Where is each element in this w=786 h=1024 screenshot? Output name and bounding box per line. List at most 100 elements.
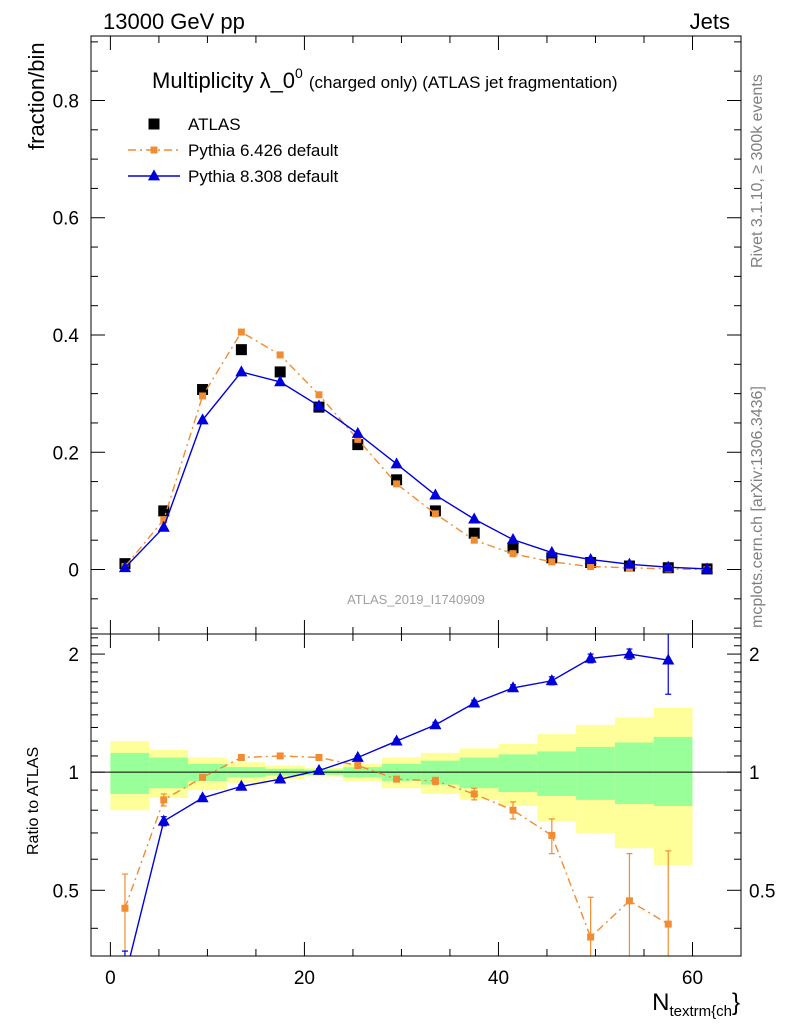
ratio-data-point <box>119 971 131 982</box>
ratio-y-tick-label-right: 1 <box>749 763 760 784</box>
ratio-data-point <box>199 773 207 781</box>
analysis-watermark: ATLAS_2019_I1740909 <box>347 592 485 607</box>
data-point <box>662 560 675 572</box>
ratio-y-tick-label-right: 0.5 <box>749 881 775 902</box>
data-point <box>274 366 286 378</box>
data-point <box>157 520 170 532</box>
ratio-data-point <box>625 897 633 905</box>
data-point <box>274 375 287 387</box>
series-2 <box>118 365 714 574</box>
ratio-data-point <box>354 761 362 769</box>
ratio-data-point <box>468 696 481 708</box>
data-point <box>546 552 558 564</box>
data-point <box>196 413 209 425</box>
main-y-tick-label: 0 <box>68 561 79 582</box>
ratio-data-point <box>235 779 248 791</box>
data-point <box>506 533 520 545</box>
data-point <box>587 563 595 571</box>
ratio-data-point <box>623 647 636 659</box>
data-point <box>507 542 519 554</box>
data-point <box>312 399 326 411</box>
inner-band-bin <box>110 752 150 794</box>
ratio-panel: 0.5 0.51 12 20 20 40 60 Ratio to ATLAS Ntextrm… <box>25 633 775 1020</box>
rivet-version-label: Rivet 3.1.10, ≥ 300k events <box>749 74 766 268</box>
legend-marker <box>150 146 158 154</box>
data-point <box>391 474 403 486</box>
data-point <box>468 527 480 539</box>
ratio-data-point <box>431 777 439 785</box>
main-panel: 0 0.2 0.4 0.6 0.8 fraction/bin Multiplicity … <box>24 35 742 635</box>
ratio-series-1 <box>119 634 675 982</box>
x-tick-label: 20 <box>294 968 315 989</box>
main-y-tick-label: 0.2 <box>53 443 79 464</box>
ratio-data-point <box>393 775 401 783</box>
series-line <box>124 331 708 571</box>
x-tick-label: 60 <box>682 968 703 989</box>
ratio-data-point <box>237 753 245 761</box>
inner-band-bin <box>537 751 577 796</box>
inner-band-bin <box>576 746 615 800</box>
data-point <box>548 558 556 566</box>
legend-label: Pythia 6.426 default <box>188 141 339 160</box>
ratio-data-point <box>196 791 209 803</box>
data-point <box>470 536 478 544</box>
inner-band-bin <box>653 736 693 806</box>
data-point <box>509 550 517 558</box>
data-point <box>235 344 247 356</box>
series-0 <box>119 344 713 575</box>
ratio-y-tick-label-right: 2 <box>749 645 760 666</box>
x-axis-label: Ntextrm{ch} <box>652 989 740 1020</box>
ratio-y-tick-label: 1 <box>68 763 79 784</box>
ratio-data-point <box>157 814 170 826</box>
main-plot-marks <box>118 328 714 575</box>
mcplots-label: mcplots.cern.ch [arXiv:1306.3436] <box>749 386 766 628</box>
data-point <box>315 391 323 399</box>
data-point <box>623 557 636 569</box>
chart-title: Multiplicity λ_00 (charged only) (ATLAS j… <box>152 65 618 93</box>
x-tick-label: 0 <box>105 968 116 989</box>
data-point <box>468 512 481 524</box>
legend-label: ATLAS <box>188 115 241 134</box>
ratio-data-point <box>121 904 129 912</box>
data-point <box>354 435 362 443</box>
process-label: Jets <box>690 9 730 34</box>
ratio-axes: 0.5 0.51 12 20 20 40 60 <box>53 634 775 989</box>
ratio-data-point <box>584 651 597 663</box>
main-y-tick-label: 0.8 <box>53 91 79 112</box>
ratio-series-0 <box>121 752 672 956</box>
ratio-data-point <box>160 796 168 804</box>
ratio-plot-frame <box>90 633 742 957</box>
beam-label: 13000 GeV pp <box>103 9 245 34</box>
legend: ATLAS Pythia 6.426 default Pythia 8.308 de… <box>128 115 339 186</box>
ratio-data-point <box>587 933 595 941</box>
ratio-y-tick-label: 2 <box>68 645 79 666</box>
inner-band-bin <box>459 757 499 789</box>
ratio-data-point <box>506 681 520 693</box>
data-point <box>158 505 170 517</box>
ratio-data-point <box>545 674 558 686</box>
inner-band-bin <box>149 757 189 789</box>
ratio-uncertainty-bands <box>91 707 741 865</box>
data-point <box>276 351 284 359</box>
ratio-data-point <box>548 831 556 839</box>
data-point <box>351 426 364 438</box>
data-point <box>429 488 442 500</box>
series-1 <box>121 328 711 574</box>
ratio-data-point <box>664 920 672 928</box>
data-point <box>431 510 439 518</box>
data-point <box>393 480 401 488</box>
series-line <box>124 371 708 570</box>
data-point <box>118 561 132 573</box>
inner-band-bin <box>498 754 538 793</box>
ratio-data-point <box>470 790 478 798</box>
data-point <box>390 457 403 469</box>
legend-marker <box>147 169 161 181</box>
ratio-plot-marks <box>119 634 675 982</box>
legend-label: Pythia 8.308 default <box>188 167 339 186</box>
ratio-y-tick-label: 0.5 <box>53 881 79 902</box>
main-y-tick-label: 0.6 <box>53 209 79 230</box>
main-y-tick-label: 0.4 <box>53 326 80 347</box>
inner-band-bin <box>614 742 654 804</box>
ratio-data-point <box>351 750 364 762</box>
